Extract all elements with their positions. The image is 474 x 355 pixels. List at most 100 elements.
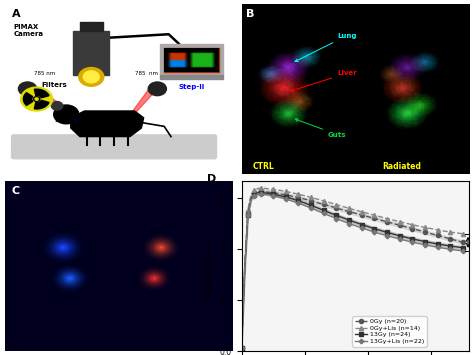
Polygon shape	[71, 111, 144, 137]
13Gy+Lis (n=22)	[346, 222, 352, 226]
13Gy (n=24)	[447, 244, 453, 248]
13Gy+Lis (n=22)	[283, 197, 289, 201]
Text: 785  nm: 785 nm	[135, 71, 157, 76]
13Gy+Lis (n=22)	[353, 224, 358, 228]
0Gy (n=20)	[428, 232, 434, 236]
0Gy (n=20)	[416, 228, 421, 233]
Polygon shape	[34, 89, 49, 98]
13Gy+Lis (n=22)	[410, 240, 415, 244]
Line: 0Gy (n=20): 0Gy (n=20)	[239, 189, 465, 350]
13Gy (n=24)	[239, 346, 245, 350]
0Gy (n=20)	[277, 192, 283, 196]
0Gy (n=20)	[315, 201, 320, 205]
13Gy (n=24)	[416, 238, 421, 242]
0Gy+Lis (n=14)	[359, 210, 365, 214]
13Gy (n=24)	[359, 223, 365, 227]
13Gy+Lis (n=22)	[277, 195, 283, 200]
Circle shape	[79, 67, 104, 86]
13Gy+Lis (n=22)	[365, 228, 371, 232]
0Gy (n=20)	[264, 190, 270, 194]
Circle shape	[18, 82, 36, 95]
13Gy (n=24)	[422, 240, 428, 244]
13Gy (n=24)	[248, 197, 254, 201]
13Gy (n=24)	[242, 267, 247, 272]
0Gy (n=20)	[397, 223, 402, 228]
13Gy (n=24)	[441, 243, 447, 247]
0Gy+Lis (n=14)	[447, 230, 453, 234]
13Gy+Lis (n=22)	[447, 247, 453, 251]
0Gy (n=20)	[435, 233, 440, 237]
0Gy+Lis (n=14)	[251, 188, 257, 192]
Line: 0Gy+Lis (n=14): 0Gy+Lis (n=14)	[239, 186, 465, 350]
0Gy (n=20)	[239, 346, 245, 350]
0Gy (n=20)	[346, 209, 352, 214]
0Gy (n=20)	[340, 208, 346, 212]
13Gy+Lis (n=22)	[258, 192, 264, 196]
0Gy (n=20)	[327, 204, 333, 208]
13Gy+Lis (n=22)	[239, 346, 245, 350]
13Gy (n=24)	[264, 191, 270, 195]
13Gy+Lis (n=22)	[359, 226, 365, 230]
0Gy (n=20)	[378, 218, 383, 222]
0Gy+Lis (n=14)	[258, 186, 264, 190]
13Gy (n=24)	[353, 220, 358, 224]
0Gy+Lis (n=14)	[378, 215, 383, 219]
0Gy (n=20)	[255, 189, 260, 193]
Text: Filters: Filters	[41, 82, 67, 88]
13Gy+Lis (n=22)	[340, 219, 346, 223]
13Gy+Lis (n=22)	[264, 192, 270, 197]
13Gy+Lis (n=22)	[308, 206, 314, 210]
Circle shape	[54, 105, 79, 124]
13Gy (n=24)	[428, 241, 434, 245]
13Gy (n=24)	[365, 224, 371, 229]
13Gy+Lis (n=22)	[296, 201, 301, 206]
13Gy+Lis (n=22)	[384, 234, 390, 238]
Circle shape	[21, 87, 53, 111]
0Gy+Lis (n=14)	[270, 187, 276, 192]
13Gy (n=24)	[245, 213, 251, 217]
13Gy+Lis (n=22)	[454, 248, 459, 252]
0Gy+Lis (n=14)	[353, 208, 358, 212]
Legend: 0Gy (n=20), 0Gy+Lis (n=14), 13Gy (n=24), 13Gy+Lis (n=22): 0Gy (n=20), 0Gy+Lis (n=14), 13Gy (n=24),…	[353, 316, 427, 346]
13Gy (n=24)	[410, 237, 415, 241]
13Gy+Lis (n=22)	[334, 217, 339, 221]
13Gy (n=24)	[460, 246, 466, 250]
0Gy (n=20)	[302, 197, 308, 201]
13Gy (n=24)	[302, 201, 308, 205]
0Gy (n=20)	[460, 240, 466, 245]
0Gy (n=20)	[296, 196, 301, 200]
13Gy (n=24)	[403, 235, 409, 240]
13Gy (n=24)	[255, 191, 260, 195]
FancyBboxPatch shape	[11, 135, 217, 159]
0Gy+Lis (n=14)	[264, 186, 270, 191]
13Gy (n=24)	[372, 226, 377, 231]
0Gy+Lis (n=14)	[435, 228, 440, 232]
Circle shape	[83, 71, 99, 83]
13Gy+Lis (n=22)	[422, 243, 428, 247]
13Gy+Lis (n=22)	[327, 214, 333, 218]
13Gy+Lis (n=22)	[248, 197, 254, 202]
0Gy (n=20)	[391, 222, 396, 226]
Text: Liver: Liver	[291, 70, 357, 92]
0Gy (n=20)	[447, 237, 453, 241]
13Gy (n=24)	[327, 211, 333, 215]
13Gy+Lis (n=22)	[302, 203, 308, 208]
13Gy+Lis (n=22)	[321, 211, 327, 215]
0Gy (n=20)	[289, 194, 295, 198]
0Gy+Lis (n=14)	[334, 202, 339, 207]
0Gy (n=20)	[251, 191, 257, 195]
0Gy (n=20)	[403, 225, 409, 229]
13Gy (n=24)	[334, 213, 339, 218]
13Gy+Lis (n=22)	[435, 245, 440, 249]
0Gy (n=20)	[321, 202, 327, 207]
13Gy (n=24)	[391, 232, 396, 236]
Bar	[160, 75, 223, 78]
13Gy (n=24)	[296, 199, 301, 203]
13Gy (n=24)	[315, 206, 320, 210]
0Gy (n=20)	[283, 193, 289, 197]
13Gy+Lis (n=22)	[460, 249, 466, 253]
13Gy (n=24)	[283, 195, 289, 199]
0Gy+Lis (n=14)	[441, 229, 447, 233]
0Gy (n=20)	[308, 199, 314, 203]
13Gy (n=24)	[378, 228, 383, 233]
